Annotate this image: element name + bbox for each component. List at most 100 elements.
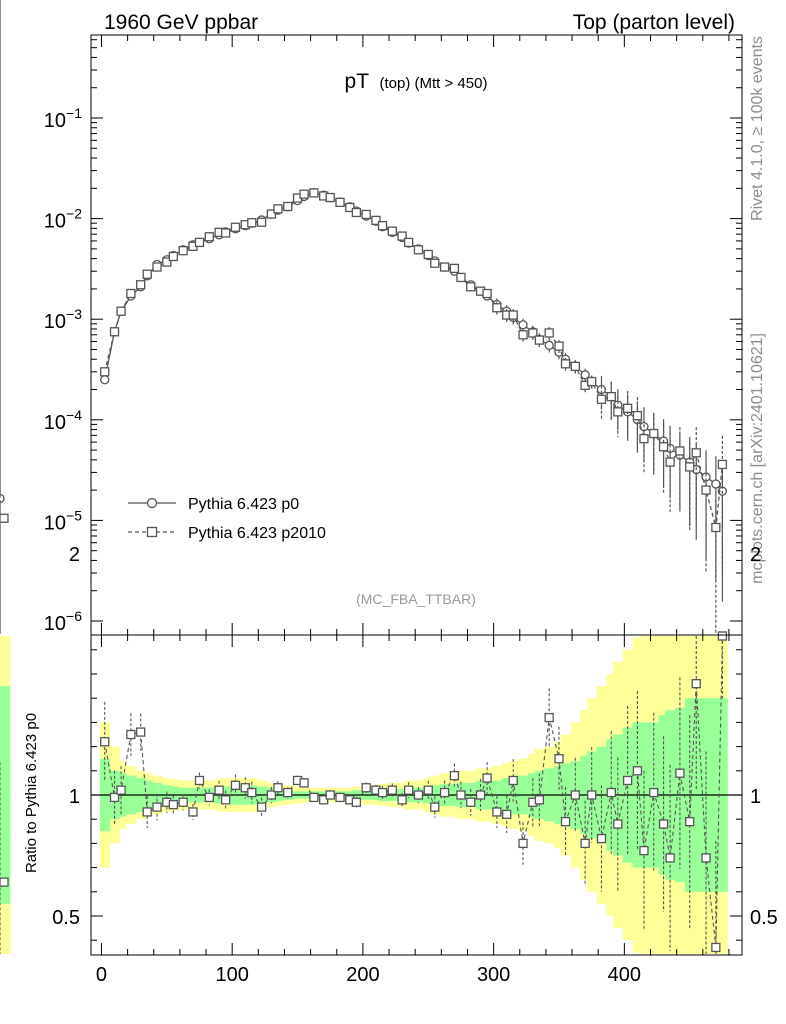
data-point-square — [482, 288, 492, 299]
ratio-data-point-square — [475, 790, 486, 800]
data-point-square — [570, 361, 580, 371]
ratio-data-point-square — [596, 833, 607, 844]
ratio-data-point-square — [570, 790, 580, 800]
data-point-square — [220, 228, 231, 238]
ratio-data-point-square — [711, 942, 721, 953]
data-point-square — [691, 448, 701, 458]
plot-title-main: pT — [345, 70, 370, 93]
data-point-square — [345, 202, 355, 213]
ratio-y-tick-labels: 0.5 0.5 1 1 2 2 — [52, 544, 778, 929]
plot-title: pT (top) (Mtt > 450) — [345, 70, 488, 93]
ratio-data-point-square — [299, 778, 309, 788]
ratio-data-point-square — [397, 795, 407, 805]
data-point-square — [126, 288, 136, 299]
y-tick-label-base: 10 — [44, 110, 66, 132]
ratio-data-point-square — [701, 853, 711, 863]
ratio-data-point-square — [100, 737, 110, 747]
y-tick-label-exponent: −1 — [66, 105, 82, 121]
data-point-square — [508, 310, 518, 320]
legend-marker-circle-icon — [146, 497, 158, 509]
y-tick-label: 10−5 — [44, 507, 82, 534]
data-point-square — [194, 237, 205, 248]
header-left-title: 1960 GeV ppbar — [104, 11, 258, 34]
ratio-data-point-square — [587, 790, 597, 800]
y-tick-label-exponent: −4 — [66, 407, 82, 423]
data-point-square — [100, 367, 110, 377]
ratio-y-tick-label-left: 1 — [69, 786, 80, 808]
ratio-data-point-square — [632, 766, 643, 776]
ratio-data-point-square — [273, 783, 283, 793]
data-point-square — [711, 522, 721, 533]
data-point-square — [658, 442, 669, 452]
data-point-square — [649, 428, 659, 439]
data-point-square — [492, 303, 502, 313]
ratio-data-point-square — [136, 727, 146, 737]
ratio-y-axis-label: Ratio to Pythia 6.423 p0 — [23, 713, 40, 873]
ratio-data-point-square — [126, 729, 136, 740]
ratio-data-point-square — [220, 795, 231, 805]
data-point-square — [528, 328, 538, 338]
ratio-data-point-square — [142, 807, 152, 817]
ratio-data-point-square — [413, 790, 424, 800]
ratio-data-point-square — [649, 787, 659, 798]
ratio-data-point-square — [482, 773, 492, 783]
mcplots-label: mcplots.cern.ch [arXiv:2401.10621] — [749, 333, 766, 584]
data-point-square — [701, 485, 711, 495]
ratio-data-point-square — [544, 712, 554, 723]
data-point-square — [665, 457, 675, 467]
ratio-data-point-square — [325, 790, 335, 800]
data-point-circle — [0, 493, 5, 504]
ratio-data-point-square — [240, 783, 250, 793]
x-tick-label: 200 — [346, 964, 379, 986]
ratio-data-point-square — [508, 775, 518, 786]
x-tick-label: 400 — [608, 964, 641, 986]
data-point-square — [587, 376, 597, 387]
band-inner — [0, 686, 11, 904]
analysis-watermark: (MC_FBA_TTBAR) — [356, 591, 476, 607]
y-tick-label-exponent: −2 — [66, 206, 82, 222]
ratio-data-point-square — [387, 785, 397, 795]
data-point-square — [606, 391, 616, 402]
ratio-y-tick-label-left: 0.5 — [52, 907, 80, 929]
data-point-square — [152, 262, 162, 272]
y-tick-label: 10−4 — [44, 407, 82, 434]
y-tick-label-base: 10 — [44, 412, 66, 434]
ratio-data-point-square — [613, 819, 623, 829]
ratio-y-tick-label-right: 1 — [750, 786, 761, 808]
ratio-data-point-square — [116, 785, 126, 795]
ratio-plot-panel: 0.5 0.5 1 1 2 2 0 100 200 300 400 Ratio to Pythia… — [0, 544, 778, 986]
y-tick-label: 10−2 — [44, 206, 82, 233]
data-point-square — [685, 462, 695, 472]
data-point-square — [377, 221, 388, 231]
ratio-axis-ticks — [91, 635, 742, 955]
y-tick-label-exponent: −5 — [66, 507, 82, 523]
y-tick-label: 10−6 — [44, 608, 82, 635]
data-point-square — [283, 201, 293, 212]
data-point-square — [371, 215, 381, 226]
ratio-plot-data — [0, 631, 728, 954]
data-point-square — [413, 245, 424, 255]
data-point-square — [299, 189, 309, 199]
ratio-data-point-square — [247, 787, 257, 798]
main-plot-panel: 10−110−210−310−410−510−6 pT (top) (Mtt >… — [0, 0, 743, 636]
data-point-square — [717, 459, 728, 470]
data-point-square — [639, 433, 649, 444]
ratio-data-point-square — [665, 853, 675, 863]
data-point-square — [596, 394, 607, 404]
data-point-square — [675, 446, 685, 456]
data-point-square — [430, 258, 440, 268]
ratio-y-tick-label-right: 0.5 — [750, 907, 778, 929]
data-point-square — [560, 359, 571, 369]
ratio-data-point-square — [554, 754, 564, 764]
x-tick-label: 100 — [215, 964, 248, 986]
ratio-data-point-square — [194, 775, 205, 786]
main-axis-ticks — [91, 35, 742, 635]
ratio-data-point-square — [518, 838, 528, 849]
data-point-square — [136, 280, 146, 290]
y-tick-label-base: 10 — [44, 211, 66, 233]
series-p0 — [0, 0, 728, 634]
data-point-square — [256, 217, 267, 227]
data-point-square — [423, 249, 433, 260]
series-p2010 — [0, 0, 728, 634]
